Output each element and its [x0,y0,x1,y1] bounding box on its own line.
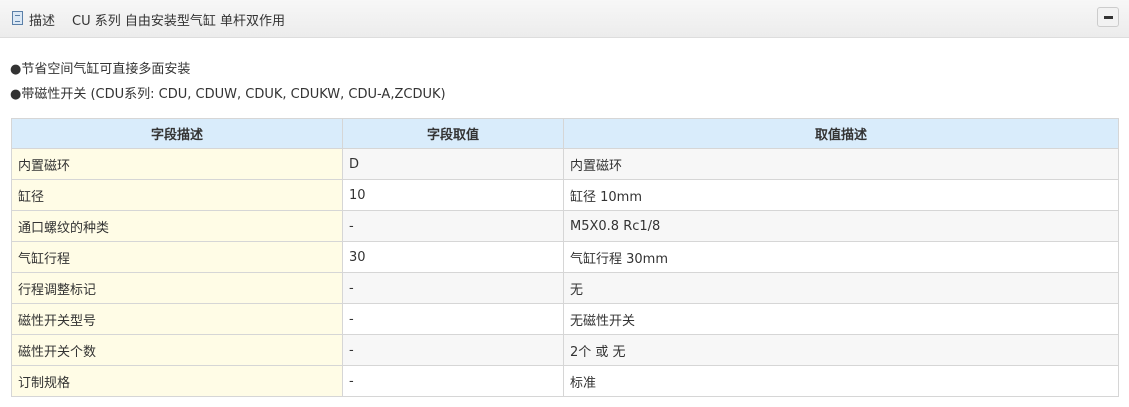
value-description-cell: 2个 或 无 [563,334,1119,366]
field-value-cell: - [342,365,564,397]
column-header: 字段取值 [342,118,564,149]
table-row: 磁性开关型号 - 无磁性开关 [11,303,1119,335]
field-value-cell: - [342,334,564,366]
table-row: 行程调整标记 - 无 [11,272,1119,304]
value-description-cell: 标准 [563,365,1119,397]
table-row: 气缸行程 30 气缸行程 30mm [11,241,1119,273]
field-value-cell: 10 [342,179,564,211]
panel-header: 描述 CU 系列 自由安装型气缸 单杆双作用 [0,0,1129,38]
field-value-cell: - [342,210,564,242]
field-value-cell: D [342,148,564,180]
field-value-cell: - [342,303,564,335]
field-name-cell: 行程调整标记 [11,272,343,304]
value-description-cell: 气缸行程 30mm [563,241,1119,273]
field-name-cell: 磁性开关型号 [11,303,343,335]
value-description-cell: 缸径 10mm [563,179,1119,211]
value-description-cell: 无磁性开关 [563,303,1119,335]
field-name-cell: 气缸行程 [11,241,343,273]
value-description-cell: 无 [563,272,1119,304]
table-row: 订制规格 - 标准 [11,365,1119,397]
column-header: 字段描述 [11,118,343,149]
field-name-cell: 磁性开关个数 [11,334,343,366]
field-name-cell: 缸径 [11,179,343,211]
column-header: 取值描述 [563,118,1119,149]
field-name-cell: 订制规格 [11,365,343,397]
panel-title: CU 系列 自由安装型气缸 单杆双作用 [72,14,285,29]
panel-label: 描述 [29,14,56,29]
document-icon [12,11,23,25]
spec-table: 字段描述 字段取值 取值描述 内置磁环 D 内置磁环 缸径 10 缸径 10mm 通口螺纹的… [11,118,1119,397]
feature-item: ●带磁性开关 (CDU系列: CDU, CDUW, CDUK, CDUKW, C… [10,87,446,102]
value-description-cell: M5X0.8 Rc1/8 [563,210,1119,242]
table-row: 通口螺纹的种类 - M5X0.8 Rc1/8 [11,210,1119,242]
field-value-cell: - [342,272,564,304]
value-description-cell: 内置磁环 [563,148,1119,180]
table-row: 内置磁环 D 内置磁环 [11,148,1119,180]
table-row: 缸径 10 缸径 10mm [11,179,1119,211]
feature-item: ●节省空间气缸可直接多面安装 [10,62,191,77]
field-name-cell: 内置磁环 [11,148,343,180]
table-row: 磁性开关个数 -2个 或 无 [11,334,1119,366]
field-name-cell: 通口螺纹的种类 [11,210,343,242]
collapse-button[interactable] [1097,7,1119,27]
field-value-cell: 30 [342,241,564,273]
